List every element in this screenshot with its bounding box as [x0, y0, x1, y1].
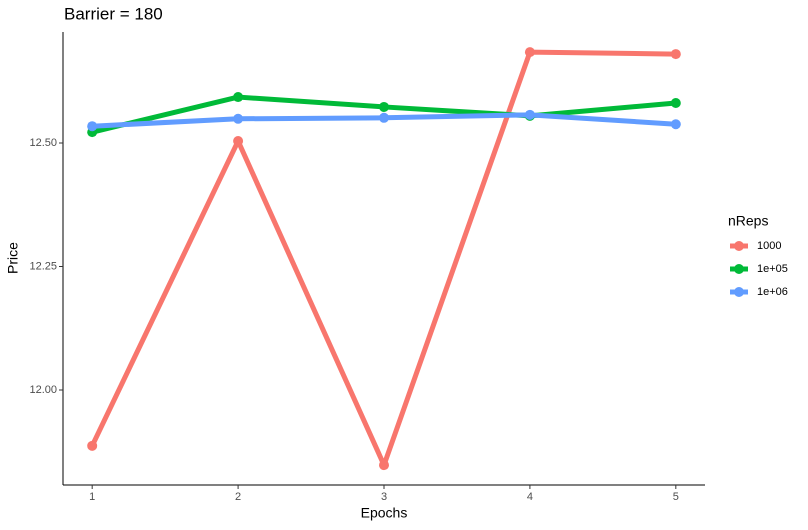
y-tick-label: 12.00: [29, 384, 57, 396]
x-axis-title: Epochs: [361, 505, 408, 521]
data-point: [379, 460, 389, 471]
x-tick-label: 5: [673, 491, 679, 503]
legend-key-point: [734, 264, 744, 274]
data-point: [524, 47, 535, 58]
data-point: [233, 92, 244, 103]
legend-label: 1e+06: [757, 286, 788, 298]
x-tick-label: 2: [235, 491, 241, 503]
data-point: [670, 119, 681, 130]
y-tick-label: 12.25: [29, 260, 57, 272]
data-point: [670, 49, 681, 60]
x-tick-label: 1: [89, 491, 95, 503]
data-point: [233, 113, 244, 124]
data-point: [379, 112, 389, 123]
x-tick-label: 4: [527, 491, 533, 503]
legend-key-point: [734, 241, 744, 251]
y-tick-label: 12.50: [29, 137, 57, 149]
legend-title: nReps: [728, 213, 768, 229]
data-point: [524, 109, 535, 120]
x-tick-label: 3: [381, 491, 387, 503]
data-point: [233, 136, 244, 147]
legend-label: 1e+05: [757, 263, 788, 275]
data-point: [87, 121, 98, 132]
y-axis-title: Price: [5, 242, 21, 274]
legend-key-point: [734, 287, 744, 297]
data-point: [670, 97, 681, 108]
chart-title: Barrier = 180: [64, 4, 163, 23]
data-point: [379, 101, 389, 112]
data-point: [87, 440, 98, 451]
legend-label: 1000: [757, 240, 781, 252]
